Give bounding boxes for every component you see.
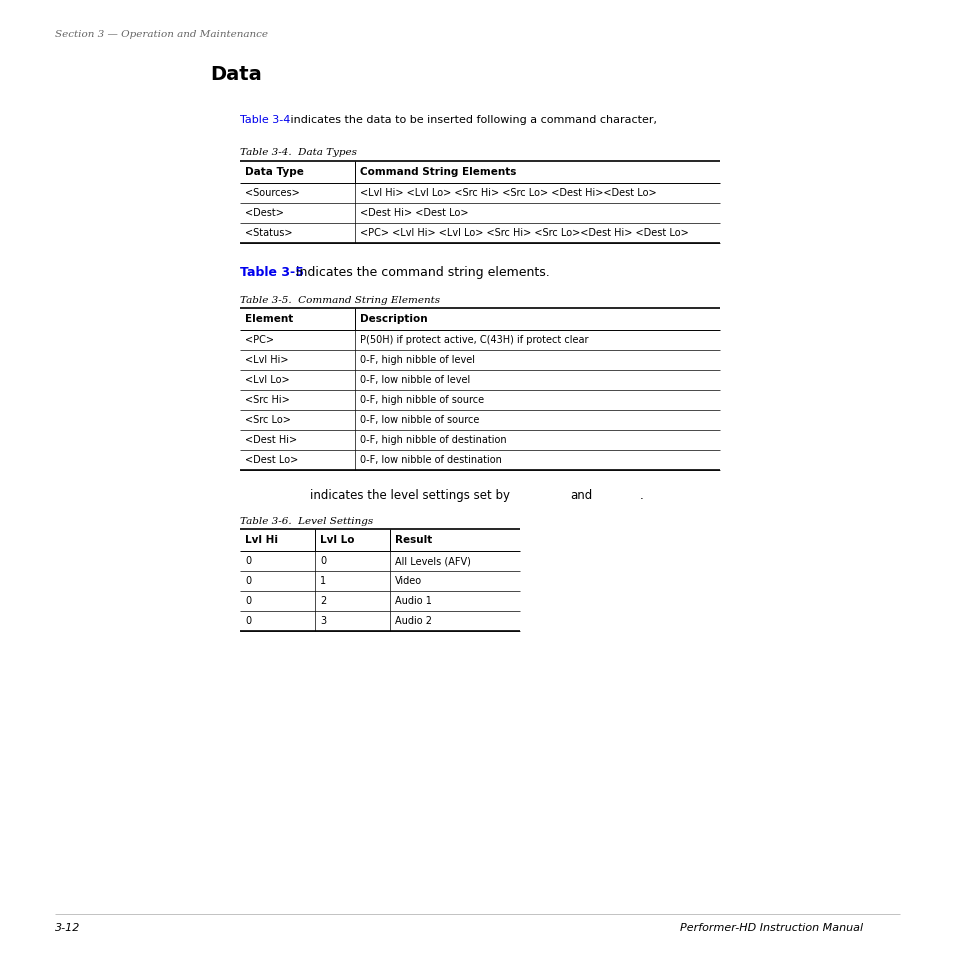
- Text: <Lvl Hi>: <Lvl Hi>: [245, 355, 288, 365]
- Text: 0-F, low nibble of destination: 0-F, low nibble of destination: [359, 455, 501, 464]
- Text: 0-F, high nibble of source: 0-F, high nibble of source: [359, 395, 483, 405]
- Text: <Src Lo>: <Src Lo>: [245, 415, 291, 424]
- Text: Performer-HD Instruction Manual: Performer-HD Instruction Manual: [679, 923, 862, 932]
- Text: indicates the level settings set by: indicates the level settings set by: [310, 489, 510, 501]
- Text: <Dest Hi> <Dest Lo>: <Dest Hi> <Dest Lo>: [359, 208, 468, 218]
- Text: <Dest Hi>: <Dest Hi>: [245, 435, 296, 444]
- Text: 0-F, high nibble of destination: 0-F, high nibble of destination: [359, 435, 506, 444]
- Text: All Levels (AFV): All Levels (AFV): [395, 556, 471, 565]
- Text: Audio 2: Audio 2: [395, 616, 432, 625]
- Text: <Sources>: <Sources>: [245, 188, 299, 198]
- Text: P(50H) if protect active, C(43H) if protect clear: P(50H) if protect active, C(43H) if prot…: [359, 335, 588, 345]
- Text: Table 3-4: Table 3-4: [240, 115, 290, 125]
- Text: 0: 0: [245, 576, 251, 585]
- Text: 0-F, low nibble of level: 0-F, low nibble of level: [359, 375, 470, 385]
- Text: Lvl Lo: Lvl Lo: [319, 535, 355, 544]
- Text: Table 3-6.  Level Settings: Table 3-6. Level Settings: [240, 517, 373, 525]
- Text: <PC> <Lvl Hi> <Lvl Lo> <Src Hi> <Src Lo><Dest Hi> <Dest Lo>: <PC> <Lvl Hi> <Lvl Lo> <Src Hi> <Src Lo>…: [359, 228, 688, 237]
- Text: 1: 1: [319, 576, 326, 585]
- Text: <Dest>: <Dest>: [245, 208, 284, 218]
- Text: Table 3-5: Table 3-5: [240, 266, 304, 278]
- Text: <Lvl Hi> <Lvl Lo> <Src Hi> <Src Lo> <Dest Hi><Dest Lo>: <Lvl Hi> <Lvl Lo> <Src Hi> <Src Lo> <Des…: [359, 188, 656, 198]
- Text: Video: Video: [395, 576, 421, 585]
- Text: <Dest Lo>: <Dest Lo>: [245, 455, 298, 464]
- Text: 0: 0: [245, 616, 251, 625]
- Text: Data: Data: [210, 65, 261, 84]
- Text: indicates the command string elements.: indicates the command string elements.: [292, 266, 549, 278]
- Text: Lvl Hi: Lvl Hi: [245, 535, 277, 544]
- Text: Description: Description: [359, 314, 427, 324]
- Text: Audio 1: Audio 1: [395, 596, 432, 605]
- Text: <Status>: <Status>: [245, 228, 293, 237]
- Text: and: and: [569, 489, 592, 501]
- Text: 0-F, high nibble of level: 0-F, high nibble of level: [359, 355, 475, 365]
- Text: Table 3-5.  Command String Elements: Table 3-5. Command String Elements: [240, 295, 439, 305]
- Text: 0: 0: [319, 556, 326, 565]
- Text: Result: Result: [395, 535, 432, 544]
- Text: Command String Elements: Command String Elements: [359, 167, 516, 177]
- Text: Element: Element: [245, 314, 293, 324]
- Text: Section 3 — Operation and Maintenance: Section 3 — Operation and Maintenance: [55, 30, 268, 39]
- Text: <Src Hi>: <Src Hi>: [245, 395, 290, 405]
- Text: .: .: [639, 489, 643, 501]
- Text: Data Type: Data Type: [245, 167, 304, 177]
- Text: 2: 2: [319, 596, 326, 605]
- Text: 3-12: 3-12: [55, 923, 80, 932]
- Text: indicates the data to be inserted following a command character,: indicates the data to be inserted follow…: [287, 115, 657, 125]
- Text: <Lvl Lo>: <Lvl Lo>: [245, 375, 290, 385]
- Text: 3: 3: [319, 616, 326, 625]
- Text: <PC>: <PC>: [245, 335, 274, 345]
- Text: 0: 0: [245, 556, 251, 565]
- Text: 0-F, low nibble of source: 0-F, low nibble of source: [359, 415, 478, 424]
- Text: 0: 0: [245, 596, 251, 605]
- Text: Table 3-4.  Data Types: Table 3-4. Data Types: [240, 148, 356, 157]
